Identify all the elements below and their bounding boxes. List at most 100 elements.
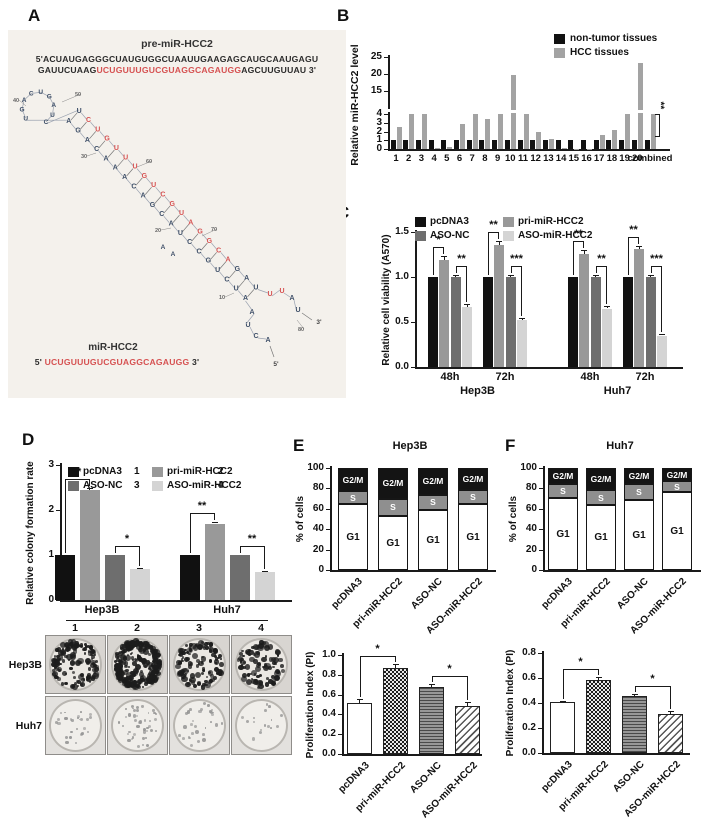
colony-dot	[156, 652, 161, 658]
colony-dot	[71, 683, 78, 691]
colony-dot	[209, 674, 214, 679]
y-axis-title: Relative colony formation rate	[25, 460, 36, 605]
sig-bracket-line	[432, 247, 445, 249]
y-tick	[539, 488, 543, 490]
sig-stars: *	[124, 533, 130, 545]
colony-dot	[84, 644, 89, 649]
group-label: 72h	[635, 371, 655, 383]
colony-dot	[91, 676, 96, 681]
bar-hcc	[409, 114, 415, 149]
stack-segment-G1: G1	[586, 504, 616, 570]
bar-pri-miR-HCC2	[204, 523, 225, 600]
colony-dot	[246, 673, 251, 678]
backbone-line	[172, 214, 180, 223]
backbone-line	[228, 270, 236, 279]
colony-dot	[238, 651, 244, 657]
colony-dot	[273, 674, 281, 681]
sig-stars: **	[574, 228, 583, 240]
bar-ASO-NC	[590, 277, 601, 367]
sig-bracket-leg	[572, 241, 574, 275]
colony-dot	[86, 645, 90, 649]
nucleotide: C	[86, 117, 91, 124]
colony-dot	[125, 640, 132, 647]
y-tick-label: 20	[312, 543, 324, 555]
y-tick-label: 25	[370, 51, 382, 62]
y-axis-title: Relative miR-HCC2 level	[349, 44, 361, 166]
colony-dot	[65, 736, 69, 740]
phase-label-S: S	[636, 486, 642, 497]
error-bar-line	[443, 256, 445, 260]
x-category-label: 2	[406, 153, 412, 164]
backbone-line	[117, 159, 124, 167]
colony-dot	[131, 737, 134, 740]
colony-dot	[56, 654, 60, 659]
y-tick-label: 80	[525, 482, 537, 494]
colony-dot	[136, 708, 140, 712]
backbone-line	[245, 300, 253, 311]
stack-segment-G1: G1	[458, 503, 488, 570]
group-label: Huh7	[213, 604, 241, 616]
phase-label-G2/M: G2/M	[462, 474, 484, 485]
colony-dot	[189, 678, 193, 682]
y-tick	[538, 678, 542, 679]
colony-dot	[205, 683, 208, 687]
sig-stars: *	[578, 656, 583, 669]
colony-dot	[252, 643, 259, 650]
legend-label: pri-miR-HCC2	[518, 216, 584, 227]
colony-dot	[209, 710, 212, 713]
colony-dot	[256, 651, 260, 656]
sig-bracket-line	[572, 241, 585, 242]
colony-dot	[145, 744, 149, 748]
colony-dot	[92, 671, 99, 678]
bar-ASO-miR-HCC2	[517, 320, 528, 367]
backbone-line	[21, 99, 25, 110]
colony-dot	[201, 672, 205, 676]
y-tick	[384, 114, 388, 115]
y-tick-label: 0.0	[395, 361, 409, 372]
colony-dot	[265, 703, 269, 706]
y-tick-label: 80	[312, 482, 324, 494]
x-category-label: 5	[444, 153, 450, 164]
backbone-line	[135, 188, 142, 195]
x-category-label: 10	[505, 153, 516, 164]
colony-dot	[75, 727, 79, 731]
nucleotide: U	[38, 89, 43, 96]
legend-swatch	[152, 467, 163, 477]
colony-dot	[141, 657, 147, 664]
y-tick	[539, 570, 543, 571]
bar-non-tumor	[619, 140, 625, 149]
phase-label-S: S	[430, 497, 436, 508]
end-label-3prime: 3'	[316, 319, 322, 326]
sig-bracket-line	[431, 675, 468, 677]
colony-dot	[146, 726, 149, 730]
error-bar-cap	[667, 711, 674, 713]
error-bar-line	[583, 250, 585, 254]
stack-segment-G1: G1	[378, 515, 408, 570]
x-category-label: ASO-miR-HCC2	[621, 759, 683, 820]
colony-dot	[87, 677, 90, 680]
nucleotide: C	[253, 333, 258, 340]
x-category-label: 7	[469, 153, 475, 164]
colony-dot	[119, 647, 124, 651]
colony-dot	[210, 709, 213, 712]
backbone-line	[200, 253, 207, 260]
colony-dot	[118, 721, 121, 724]
colony-dot	[139, 669, 144, 673]
bar-ASO-NC	[419, 686, 444, 754]
bar-hcc	[548, 138, 554, 149]
x-axis	[330, 570, 496, 572]
y-tick-label: 0.5	[395, 316, 409, 327]
mir-sequence: 5' UCUGUUUGUCGUAGGCAGAUGG 3'	[22, 357, 212, 367]
sig-bracket-leg	[583, 241, 585, 248]
colony-dot	[257, 683, 264, 690]
colony-dot	[87, 651, 92, 656]
bar-hcc	[599, 135, 605, 149]
colony-dot	[197, 739, 201, 744]
colony-dot	[216, 669, 222, 675]
colony-dot	[143, 727, 147, 731]
colony-dot	[208, 647, 215, 653]
colony-dot	[57, 667, 63, 673]
nucleotide: U	[295, 307, 300, 314]
colony-dot	[136, 715, 139, 718]
colony-dot	[124, 682, 131, 689]
